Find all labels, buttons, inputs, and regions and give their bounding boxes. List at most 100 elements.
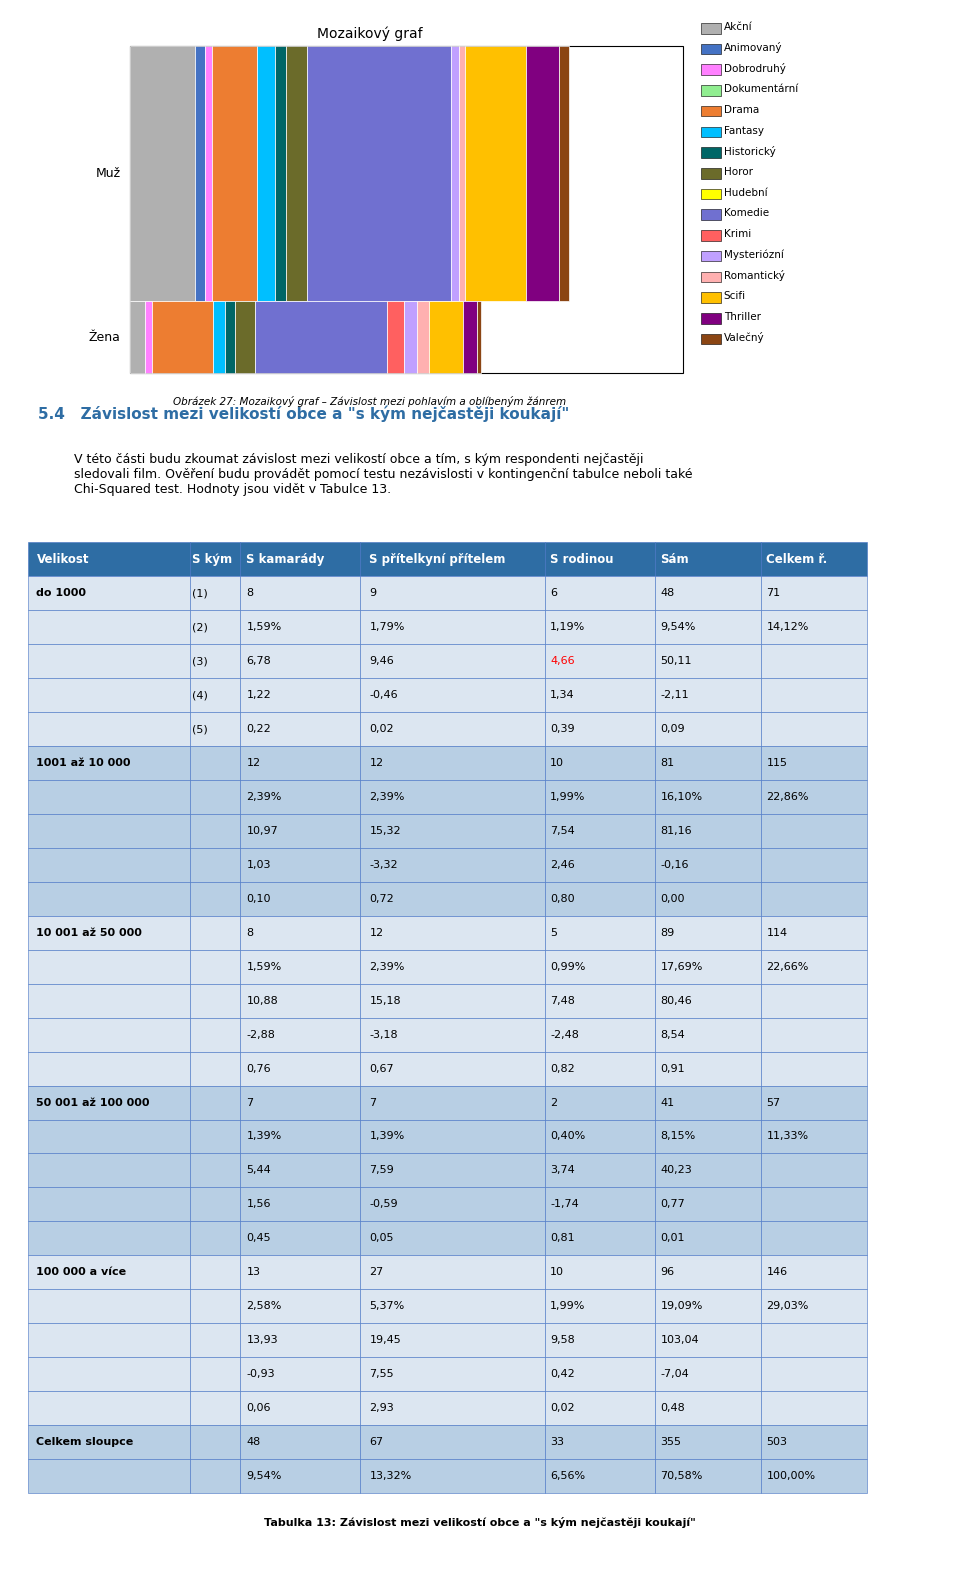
- Text: Celkem sloupce: Celkem sloupce: [36, 1437, 133, 1448]
- Bar: [29, 1052, 190, 1085]
- Text: 10,88: 10,88: [247, 995, 278, 1006]
- Bar: [701, 231, 721, 240]
- Bar: [240, 1324, 360, 1356]
- Bar: [240, 1085, 360, 1119]
- Bar: [360, 882, 544, 915]
- Text: 0,80: 0,80: [550, 893, 575, 904]
- Text: 7,48: 7,48: [550, 995, 575, 1006]
- Bar: [29, 950, 190, 984]
- Bar: [655, 1017, 761, 1052]
- Text: 0,45: 0,45: [247, 1234, 271, 1243]
- Text: 7: 7: [247, 1097, 253, 1107]
- Bar: [655, 1356, 761, 1391]
- Bar: [29, 576, 190, 611]
- Bar: [130, 46, 195, 301]
- Bar: [190, 882, 240, 915]
- Bar: [286, 46, 307, 301]
- Bar: [211, 46, 257, 301]
- Text: 48: 48: [660, 589, 675, 598]
- Text: 0,00: 0,00: [660, 893, 684, 904]
- Text: 9: 9: [370, 589, 376, 598]
- Bar: [240, 611, 360, 644]
- Bar: [761, 678, 867, 713]
- Text: 9,46: 9,46: [370, 656, 395, 666]
- Bar: [360, 813, 544, 848]
- Bar: [190, 1052, 240, 1085]
- Bar: [761, 542, 867, 576]
- Text: -0,59: -0,59: [370, 1199, 398, 1209]
- Bar: [190, 848, 240, 882]
- Bar: [544, 1256, 655, 1289]
- Text: 8: 8: [247, 928, 253, 937]
- Bar: [190, 780, 240, 813]
- Bar: [655, 542, 761, 576]
- Text: 80,46: 80,46: [660, 995, 692, 1006]
- Bar: [190, 576, 240, 611]
- Text: 2,39%: 2,39%: [247, 791, 281, 802]
- Text: Scifi: Scifi: [724, 292, 746, 301]
- Bar: [360, 1426, 544, 1459]
- Bar: [761, 1256, 867, 1289]
- Bar: [655, 813, 761, 848]
- Text: 100,00%: 100,00%: [766, 1471, 815, 1481]
- Bar: [29, 713, 190, 746]
- Text: 3,74: 3,74: [550, 1165, 575, 1176]
- Bar: [477, 301, 482, 374]
- Bar: [360, 1289, 544, 1324]
- Text: 5,44: 5,44: [247, 1165, 271, 1176]
- Bar: [29, 915, 190, 950]
- Text: 89: 89: [660, 928, 675, 937]
- Bar: [360, 1052, 544, 1085]
- Text: 1,22: 1,22: [247, 691, 271, 700]
- Text: 2,46: 2,46: [550, 860, 575, 870]
- Text: 7,54: 7,54: [550, 826, 575, 835]
- Text: 81,16: 81,16: [660, 826, 692, 835]
- Bar: [544, 678, 655, 713]
- Text: 0,09: 0,09: [660, 724, 685, 735]
- Bar: [761, 644, 867, 678]
- Text: 2,39%: 2,39%: [370, 791, 405, 802]
- Text: 16,10%: 16,10%: [660, 791, 703, 802]
- Text: 67: 67: [370, 1437, 384, 1448]
- Bar: [190, 644, 240, 678]
- Bar: [360, 542, 544, 576]
- Bar: [701, 251, 721, 262]
- Bar: [761, 1459, 867, 1493]
- Bar: [240, 542, 360, 576]
- Text: -2,11: -2,11: [660, 691, 689, 700]
- Text: 13,93: 13,93: [247, 1334, 278, 1345]
- Bar: [761, 1324, 867, 1356]
- Text: 10: 10: [550, 1267, 564, 1278]
- Bar: [544, 576, 655, 611]
- Bar: [655, 713, 761, 746]
- Text: 8,54: 8,54: [660, 1030, 685, 1039]
- Text: Obrázek 27: Mozaikový graf – Závislost mezi pohlavím a oblíbeným žánrem: Obrázek 27: Mozaikový graf – Závislost m…: [173, 396, 566, 407]
- Text: 4,66: 4,66: [550, 656, 575, 666]
- Text: 5: 5: [550, 928, 557, 937]
- Bar: [655, 915, 761, 950]
- Text: Hudební: Hudební: [724, 188, 767, 198]
- Bar: [544, 780, 655, 813]
- Bar: [761, 780, 867, 813]
- Bar: [190, 1085, 240, 1119]
- Text: 7,55: 7,55: [370, 1369, 394, 1378]
- Bar: [761, 1426, 867, 1459]
- Text: 0,06: 0,06: [247, 1404, 271, 1413]
- Bar: [240, 1052, 360, 1085]
- Text: Velikost: Velikost: [36, 553, 89, 565]
- Text: -1,74: -1,74: [550, 1199, 579, 1209]
- Bar: [360, 848, 544, 882]
- Text: 81: 81: [660, 758, 675, 768]
- Bar: [29, 984, 190, 1017]
- Text: 50,11: 50,11: [660, 656, 692, 666]
- Bar: [761, 1221, 867, 1256]
- Text: 503: 503: [766, 1437, 787, 1448]
- Bar: [544, 1119, 655, 1154]
- Bar: [544, 1221, 655, 1256]
- Text: 0,10: 0,10: [247, 893, 271, 904]
- Bar: [360, 950, 544, 984]
- Bar: [190, 746, 240, 780]
- Text: Animovaný: Animovaný: [724, 42, 782, 53]
- Bar: [130, 301, 145, 374]
- Bar: [544, 848, 655, 882]
